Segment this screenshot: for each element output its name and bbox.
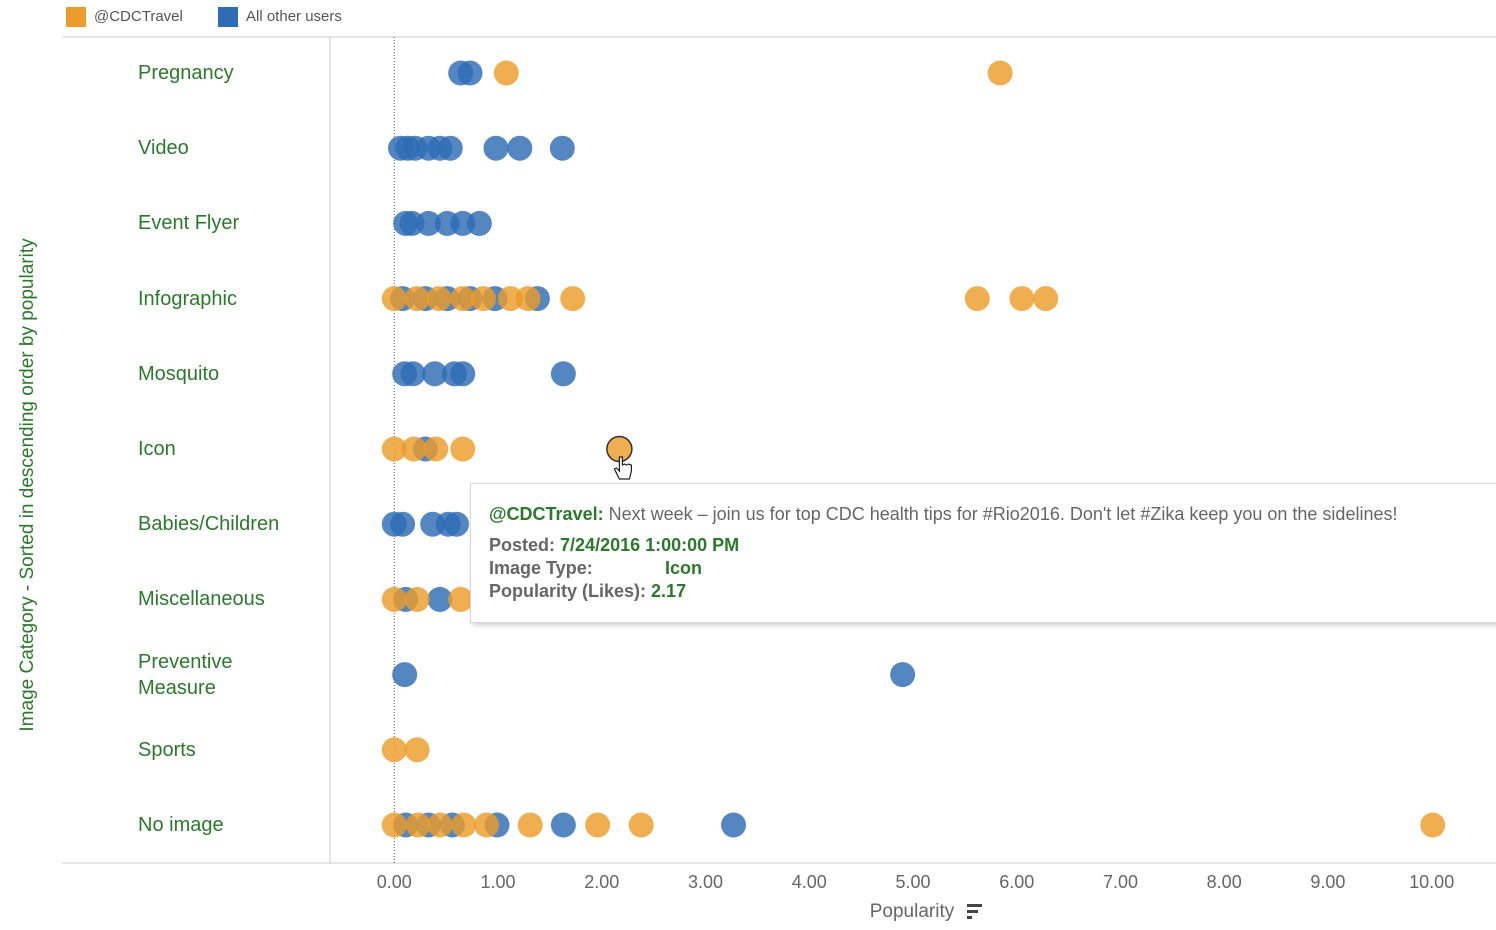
dot[interactable] — [381, 436, 407, 462]
x-tick-label: 9.00 — [1310, 872, 1345, 892]
x-tick-label: 7.00 — [1103, 872, 1138, 892]
dot[interactable] — [444, 511, 470, 537]
tooltip-label: Image Type: — [489, 558, 593, 578]
dot[interactable] — [416, 210, 442, 236]
tooltip-value: 2.17 — [651, 581, 687, 601]
x-tick-label: 4.00 — [792, 872, 827, 892]
dot[interactable] — [987, 60, 1013, 86]
dot[interactable] — [450, 286, 476, 312]
dot[interactable] — [507, 135, 533, 161]
dot[interactable] — [474, 812, 500, 838]
tooltip-value: Icon — [665, 558, 703, 578]
dot[interactable] — [457, 60, 483, 86]
dot[interactable] — [400, 361, 426, 387]
legend-label: All other users — [246, 8, 342, 25]
dot[interactable] — [451, 812, 477, 838]
dot[interactable] — [493, 60, 519, 86]
x-tick-label: 0.00 — [377, 872, 412, 892]
y-tick-label: Infographic — [138, 287, 237, 310]
tooltip-label: Popularity (Likes): — [489, 581, 647, 601]
legend-label: @CDCTravel — [94, 8, 183, 25]
dot[interactable] — [721, 812, 747, 838]
dot[interactable] — [448, 586, 474, 612]
cursor — [613, 456, 632, 480]
dot[interactable] — [964, 286, 990, 312]
dot[interactable] — [404, 737, 430, 763]
tooltip-text: Next week – join us for top CDC health t… — [608, 504, 1398, 524]
x-axis-label: Popularity — [870, 901, 955, 922]
dot[interactable] — [483, 135, 509, 161]
dot[interactable] — [450, 436, 476, 462]
dot[interactable] — [404, 286, 430, 312]
dot[interactable] — [606, 436, 632, 462]
y-tick-label: Mosquito — [138, 362, 220, 385]
y-tick-label: Video — [138, 137, 189, 160]
y-tick-label: Event Flyer — [138, 212, 240, 235]
dot[interactable] — [426, 286, 452, 312]
dot[interactable] — [550, 361, 576, 387]
dot[interactable] — [1033, 286, 1059, 312]
dot[interactable] — [422, 361, 448, 387]
dot[interactable] — [381, 586, 407, 612]
y-tick-label: Miscellaneous — [138, 588, 265, 611]
tooltip-label: Posted: — [489, 535, 556, 555]
dot[interactable] — [515, 286, 541, 312]
tooltip-value: 7/24/2016 1:00:00 PM — [560, 535, 740, 555]
dot[interactable] — [404, 586, 430, 612]
dot[interactable] — [427, 812, 453, 838]
dot[interactable] — [890, 662, 916, 688]
dot[interactable] — [390, 511, 416, 537]
dot[interactable] — [466, 210, 492, 236]
dot[interactable] — [497, 286, 523, 312]
dot[interactable] — [550, 812, 576, 838]
dot[interactable] — [381, 812, 407, 838]
dot[interactable] — [549, 135, 575, 161]
legend-swatch — [66, 7, 86, 27]
tooltip-user: @CDCTravel: — [489, 504, 604, 524]
dot[interactable] — [405, 812, 431, 838]
x-tick-label: 8.00 — [1207, 872, 1242, 892]
dot[interactable] — [450, 361, 476, 387]
dot[interactable] — [423, 436, 449, 462]
x-tick-label: 1.00 — [480, 872, 515, 892]
dot[interactable] — [517, 812, 543, 838]
dot[interactable] — [381, 737, 407, 763]
dot[interactable] — [437, 135, 463, 161]
x-tick-label: 10.00 — [1409, 872, 1454, 892]
y-axis-label: Image Category - Sorted in descending or… — [17, 238, 38, 732]
dot[interactable] — [560, 286, 586, 312]
x-tick-label: 5.00 — [895, 872, 930, 892]
y-tick-label: Babies/Children — [138, 513, 280, 536]
dot[interactable] — [628, 812, 654, 838]
dot[interactable] — [1009, 286, 1035, 312]
dot[interactable] — [585, 812, 611, 838]
dot[interactable] — [392, 662, 418, 688]
sort-icon — [967, 904, 982, 919]
dot[interactable] — [427, 586, 453, 612]
dot[interactable] — [381, 286, 407, 312]
y-tick-label: Sports — [138, 738, 196, 761]
dot[interactable] — [470, 286, 496, 312]
legend-swatch — [218, 7, 238, 27]
dot[interactable] — [401, 436, 427, 462]
x-tick-label: 2.00 — [584, 872, 619, 892]
dot[interactable] — [1420, 812, 1446, 838]
tooltip: @CDCTravel: Next week – join us for top … — [470, 483, 1496, 623]
x-tick-label: 3.00 — [688, 872, 723, 892]
y-tick-label: Pregnancy — [138, 62, 234, 84]
y-tick-label: Preventive Measure — [138, 650, 233, 699]
x-tick-label: 6.00 — [999, 872, 1034, 892]
y-tick-label: No image — [138, 814, 224, 836]
y-tick-label: Icon — [138, 438, 176, 460]
